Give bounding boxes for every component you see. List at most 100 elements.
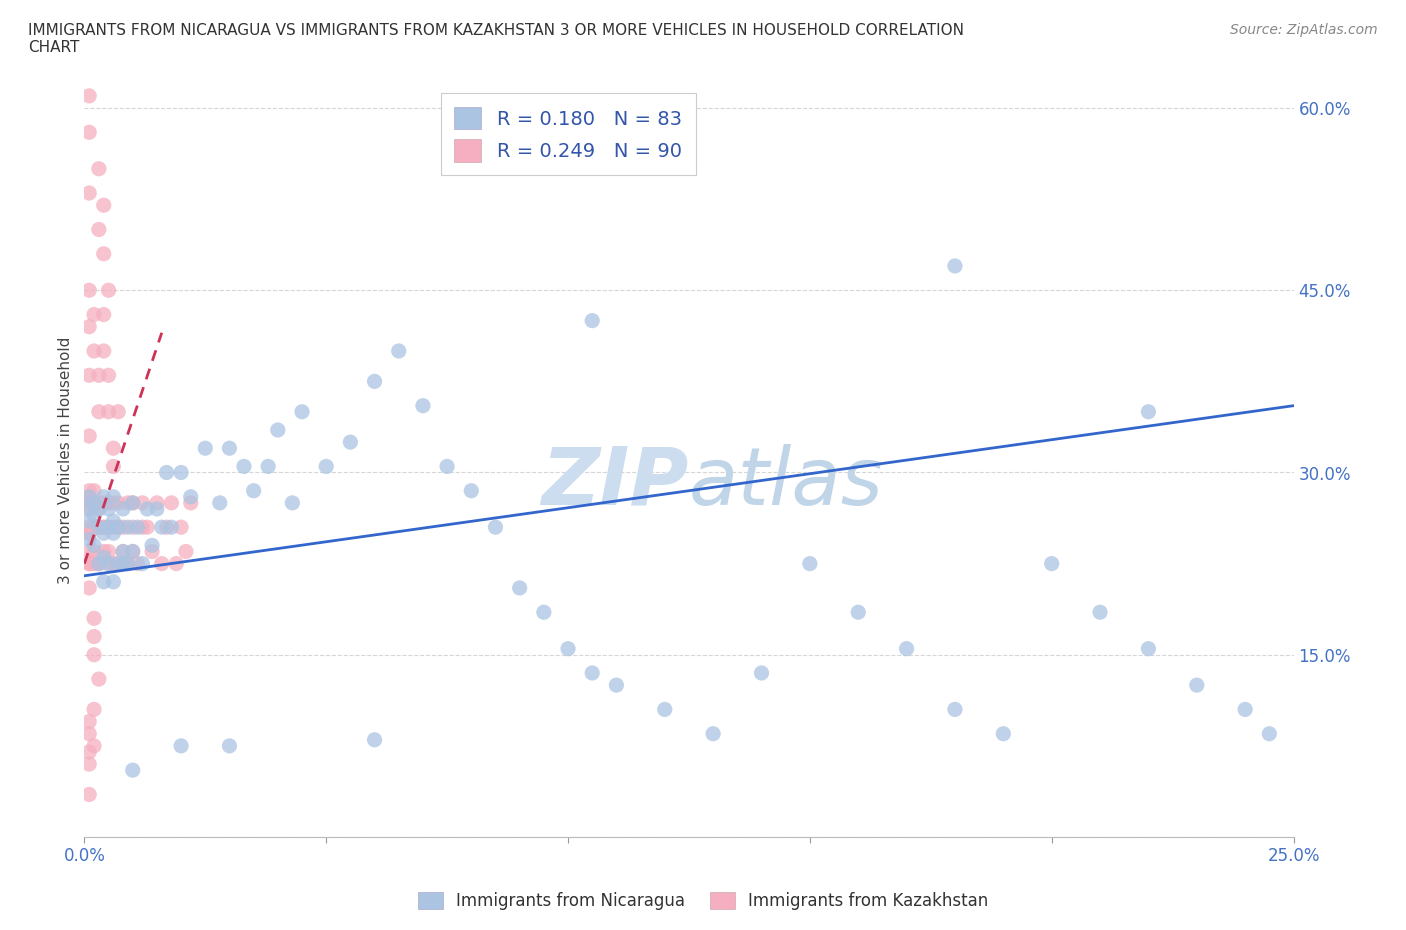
Point [131,520,153,535]
Point [242,484,264,498]
Point [509,580,531,595]
Point [87,671,110,686]
Point [77,556,100,571]
Point [141,538,163,552]
Point [77,787,100,802]
Point [77,532,100,547]
Point [218,441,240,456]
Point [107,556,129,571]
Point [103,556,125,571]
Point [93,343,115,358]
Point [97,556,120,571]
Point [436,459,458,474]
Point [97,556,120,571]
Point [121,496,143,511]
Point [533,604,555,619]
Point [77,745,100,760]
Point [412,398,434,413]
Text: CHART: CHART [28,40,80,55]
Point [136,520,159,535]
Point [87,501,110,516]
Point [846,604,869,619]
Point [291,405,314,419]
Point [83,702,105,717]
Point [87,501,110,516]
Point [93,525,115,540]
Point [460,484,482,498]
Point [97,283,120,298]
Point [174,544,197,559]
Point [943,702,966,717]
Point [605,678,627,693]
Point [363,732,385,747]
Point [218,738,240,753]
Point [799,556,821,571]
Point [112,556,135,571]
Point [77,513,100,528]
Point [388,343,411,358]
Point [257,459,280,474]
Point [77,88,100,103]
Point [363,374,385,389]
Point [93,544,115,559]
Point [77,125,100,140]
Point [87,556,110,571]
Point [77,283,100,298]
Point [83,544,105,559]
Point [160,520,183,535]
Point [87,405,110,419]
Point [165,556,187,571]
Legend: R = 0.180   N = 83, R = 0.249   N = 90: R = 0.180 N = 83, R = 0.249 N = 90 [440,93,696,175]
Point [155,465,177,480]
Point [93,489,115,504]
Point [1185,678,1208,693]
Point [146,501,169,516]
Point [97,496,120,511]
Point [77,489,100,504]
Point [93,246,115,261]
Point [1258,726,1281,741]
Point [170,520,193,535]
Point [121,763,143,777]
Point [103,496,125,511]
Point [87,496,110,511]
Point [77,496,100,511]
Point [127,520,149,535]
Point [1040,556,1063,571]
Point [83,307,105,322]
Point [77,757,100,772]
Point [77,520,100,535]
Point [121,496,143,511]
Point [77,501,100,516]
Point [77,368,100,383]
Point [77,525,100,540]
Point [83,508,105,523]
Point [112,501,135,516]
Point [77,484,100,498]
Text: atlas: atlas [689,444,884,522]
Point [87,556,110,571]
Point [117,556,139,571]
Legend: Immigrants from Nicaragua, Immigrants from Kazakhstan: Immigrants from Nicaragua, Immigrants fr… [411,885,995,917]
Point [107,405,129,419]
Point [77,580,100,595]
Point [103,520,125,535]
Point [93,551,115,565]
Point [751,666,773,681]
Point [77,489,100,504]
Point [484,520,506,535]
Point [233,459,256,474]
Point [1137,405,1160,419]
Point [131,556,153,571]
Point [103,489,125,504]
Point [77,544,100,559]
Point [93,198,115,213]
Point [77,556,100,571]
Point [993,726,1015,741]
Point [896,642,918,657]
Point [83,611,105,626]
Point [77,501,100,516]
Point [97,520,120,535]
Point [131,496,153,511]
Point [1137,642,1160,657]
